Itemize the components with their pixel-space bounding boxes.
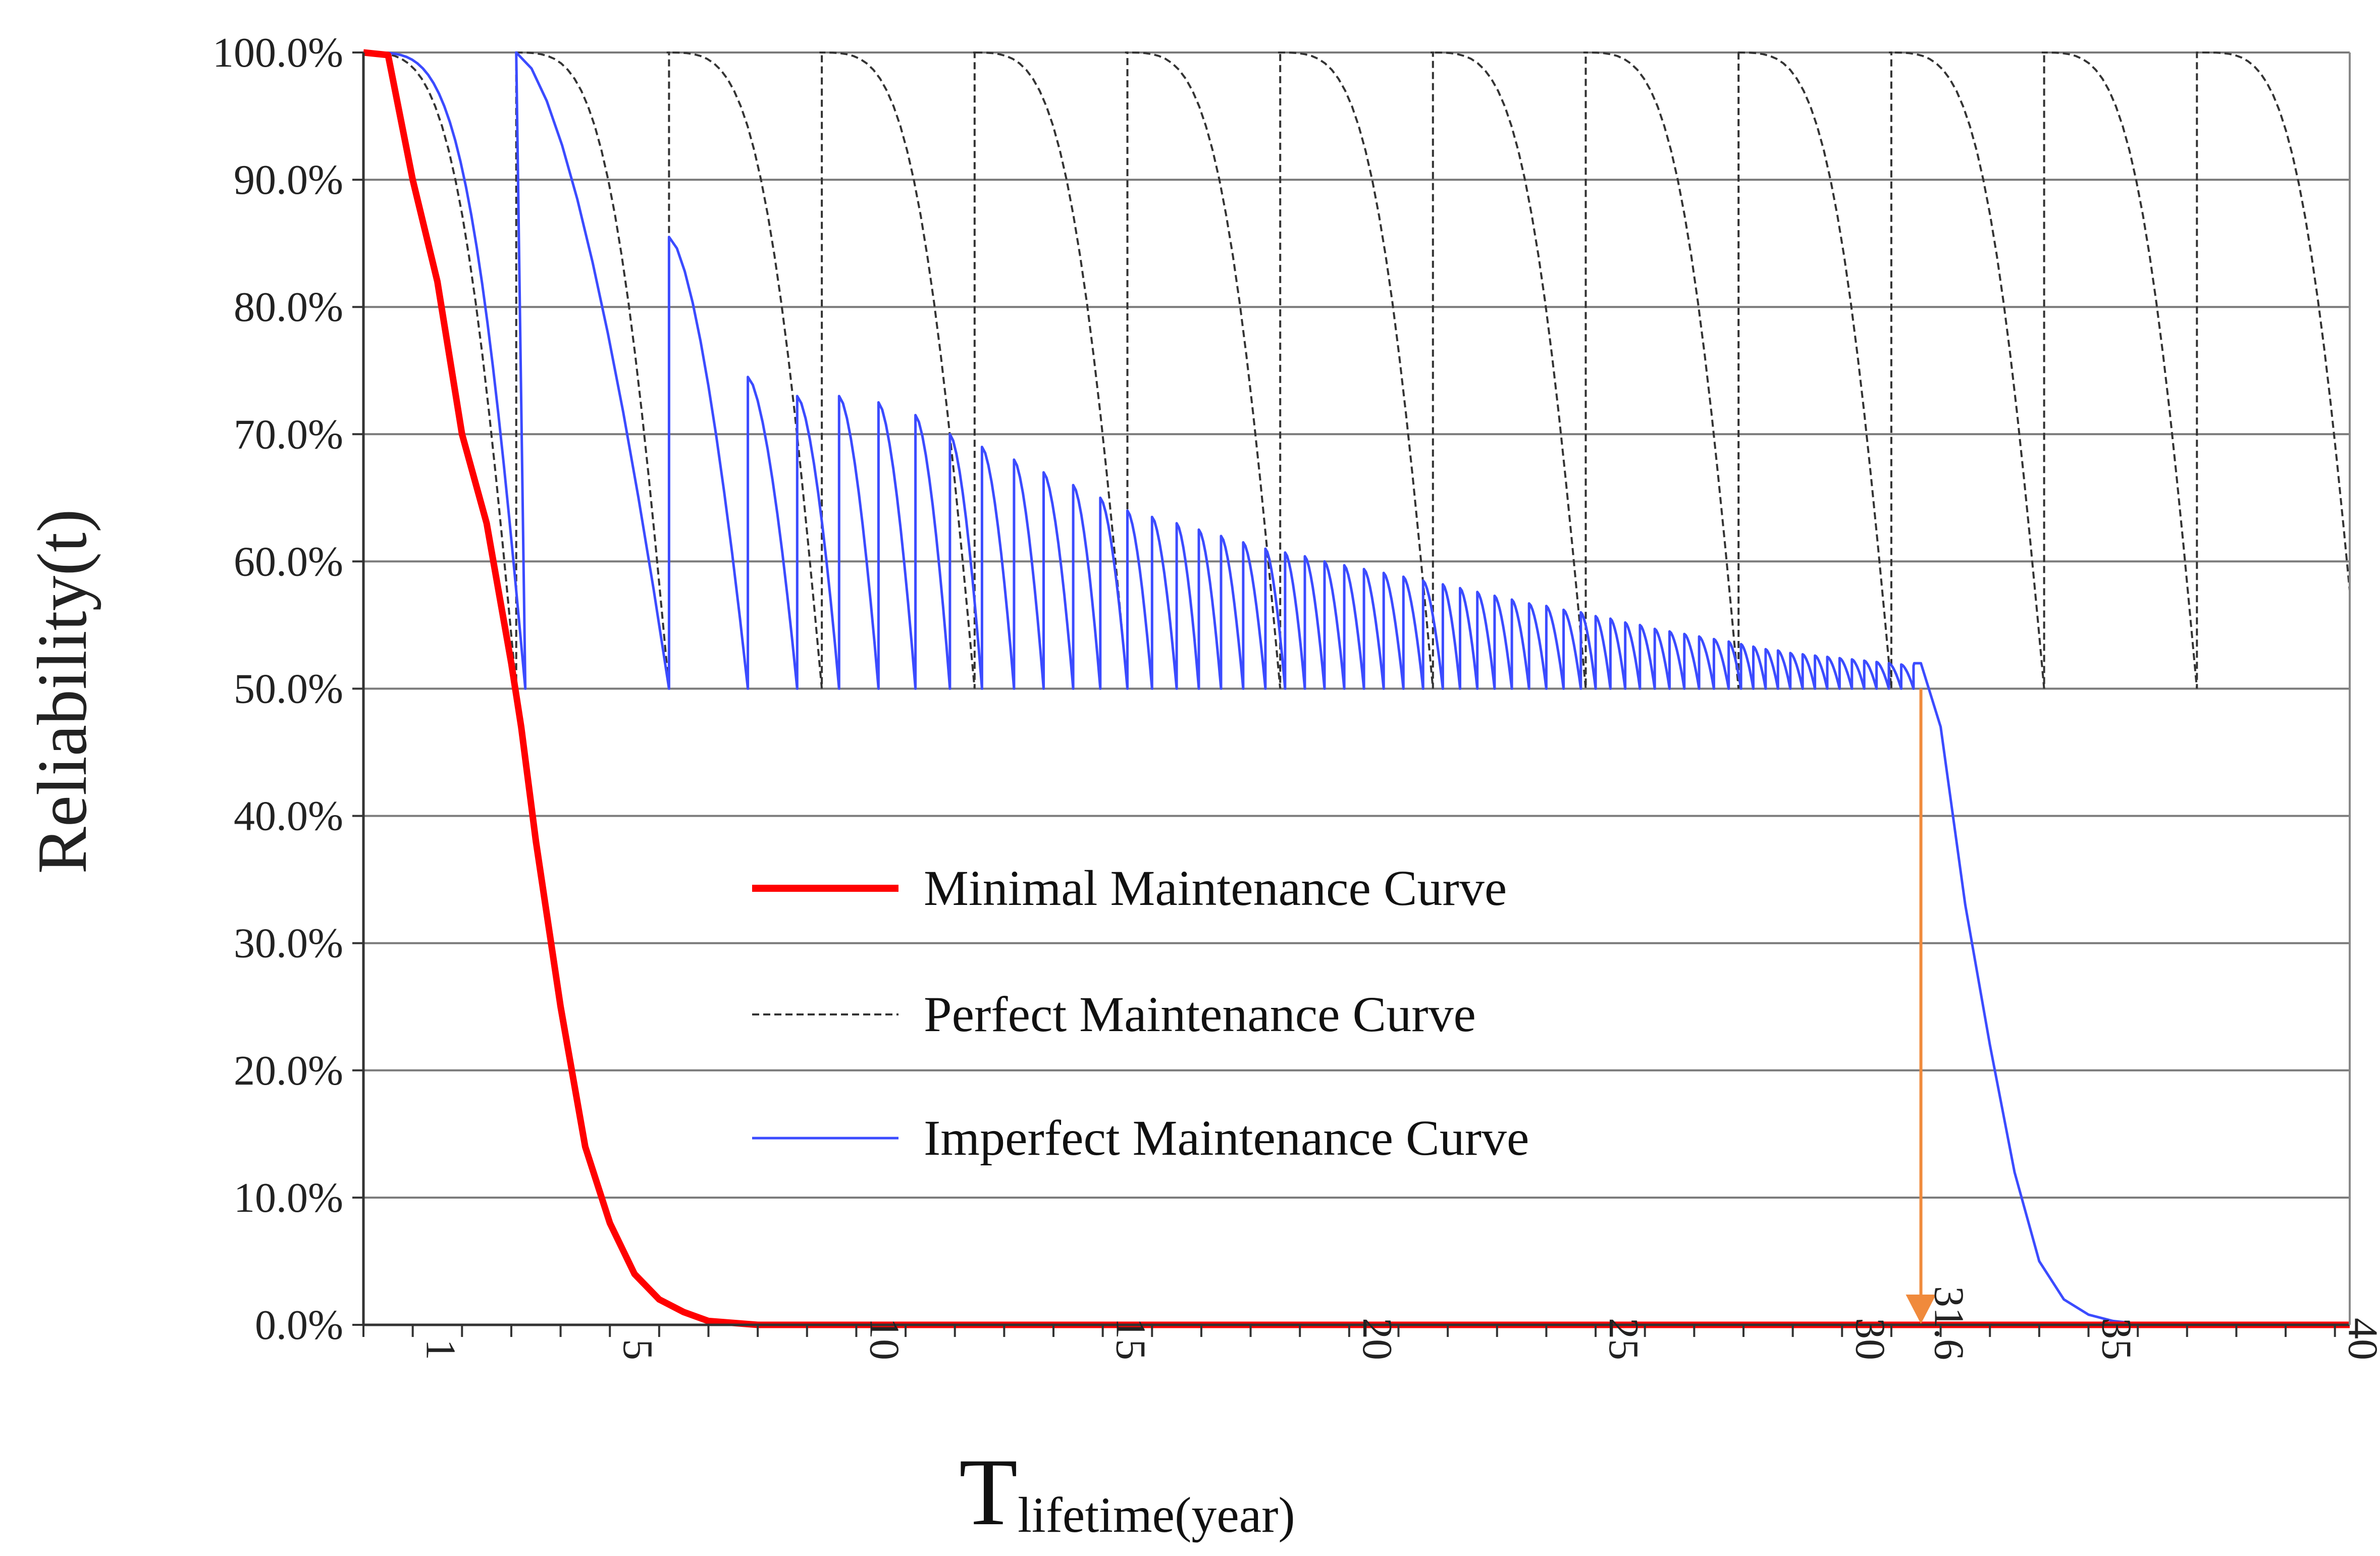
legend-label-minimal: Minimal Maintenance Curve [924, 860, 1507, 916]
x-tick-label: 30 [1846, 1318, 1893, 1360]
x-tick-label: 25 [1600, 1318, 1647, 1360]
svg-text:Tlifetime(year): Tlifetime(year) [959, 1439, 1295, 1545]
x-tick-label: 35 [2093, 1318, 2140, 1360]
y-tick-label: 10.0% [234, 1174, 343, 1221]
y-tick-label: 80.0% [234, 284, 343, 331]
y-tick-label: 60.0% [234, 538, 343, 585]
series-imperfect-maintenance [363, 51, 2350, 1326]
ticks: 0.0% 10.0% 20.0% 30.0% 40.0% 50.0% 60.0% 70.0% 8… [213, 29, 2380, 1360]
x-axis-label: Tlifetime(year) [959, 1439, 1295, 1545]
x-tick-label: 31.6 [1926, 1286, 1973, 1360]
legend-label-imperfect: Imperfect Maintenance Curve [924, 1110, 1529, 1166]
x-tick-label: 40 [2340, 1318, 2380, 1360]
annotation-arrowhead [1906, 1295, 1936, 1324]
y-tick-label: 100.0% [213, 29, 343, 76]
series-perfect-maintenance [361, 51, 2351, 689]
legend-label-perfect: Perfect Maintenance Curve [924, 986, 1476, 1042]
y-tick-label: 70.0% [234, 411, 343, 458]
x-axis-label-main: T [959, 1439, 1018, 1545]
x-axis-label-subscript: lifetime [1018, 1487, 1175, 1543]
y-tick-label: 30.0% [234, 920, 343, 967]
x-tick-label: 10 [861, 1318, 908, 1360]
y-tick-label: 90.0% [234, 156, 343, 203]
y-tick-label: 50.0% [234, 666, 343, 713]
x-tick-label: 5 [614, 1339, 661, 1360]
legend: Minimal Maintenance Curve Perfect Mainte… [752, 860, 1529, 1166]
x-tick-label: 1 [417, 1339, 464, 1360]
y-tick-label: 0.0% [255, 1302, 343, 1349]
y-tick-label: 40.0% [234, 793, 343, 840]
x-axis-label-unit: (year) [1175, 1487, 1295, 1543]
y-axis-label: Reliability(t) [23, 509, 101, 874]
y-tick-label: 20.0% [234, 1047, 343, 1094]
x-tick-label: 15 [1107, 1318, 1154, 1360]
x-tick-label: 20 [1354, 1318, 1401, 1360]
